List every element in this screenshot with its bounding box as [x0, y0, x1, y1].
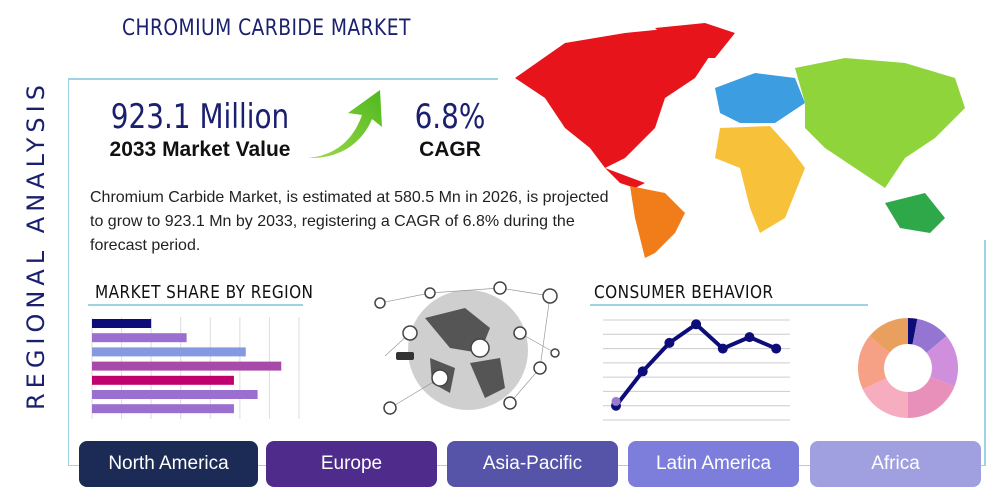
- market-value-label: 2033 Market Value: [109, 138, 291, 161]
- growth-arrow-icon: [308, 90, 382, 159]
- bar: [92, 333, 187, 343]
- region-button-latin-america[interactable]: Latin America: [628, 441, 799, 487]
- consumer-line-chart: [603, 319, 790, 421]
- data-point: [691, 319, 702, 330]
- consumer-donut-chart: [858, 318, 958, 418]
- donut-slice: [926, 336, 958, 387]
- market-share-bar-chart: [91, 317, 300, 419]
- region-button-europe[interactable]: Europe: [266, 441, 437, 487]
- consumer-behavior-heading: CONSUMER BEHAVIOR: [594, 282, 774, 303]
- side-label: REGIONAL ANALYSIS: [22, 80, 50, 410]
- data-point: [771, 343, 782, 354]
- donut-slice: [869, 318, 908, 353]
- data-point: [744, 332, 755, 343]
- donut-slice: [908, 318, 918, 345]
- donut-slice: [858, 336, 890, 390]
- market-value: 923.1 Million: [110, 97, 290, 137]
- region-button-asia-pacific[interactable]: Asia-Pacific: [447, 441, 618, 487]
- data-point: [664, 337, 675, 348]
- cagr-label: CAGR: [419, 138, 481, 161]
- divider: [88, 304, 303, 306]
- bar: [92, 404, 234, 414]
- description: Chromium Carbide Market, is estimated at…: [90, 189, 609, 254]
- network-globe-icon: [374, 281, 560, 415]
- cagr-value: 6.8%: [414, 97, 486, 137]
- bar: [92, 361, 282, 371]
- data-point: [717, 343, 728, 354]
- divider: [590, 304, 868, 306]
- donut-slice: [912, 318, 947, 353]
- frame-line: [984, 240, 986, 466]
- region-button-africa[interactable]: Africa: [810, 441, 981, 487]
- frame-line: [68, 78, 498, 80]
- donut-slice: [862, 378, 908, 418]
- donut-slice: [908, 376, 955, 418]
- data-point: [637, 366, 648, 377]
- data-point: [611, 396, 621, 406]
- market-share-heading: MARKET SHARE BY REGION: [95, 282, 314, 303]
- page-title: CHROMIUM CARBIDE MARKET: [122, 16, 411, 41]
- bar: [92, 375, 234, 385]
- region-button-north-america[interactable]: North America: [79, 441, 258, 487]
- bar: [92, 347, 246, 357]
- bar: [92, 390, 258, 399]
- world-map-icon: [515, 23, 965, 258]
- bar: [92, 319, 152, 328]
